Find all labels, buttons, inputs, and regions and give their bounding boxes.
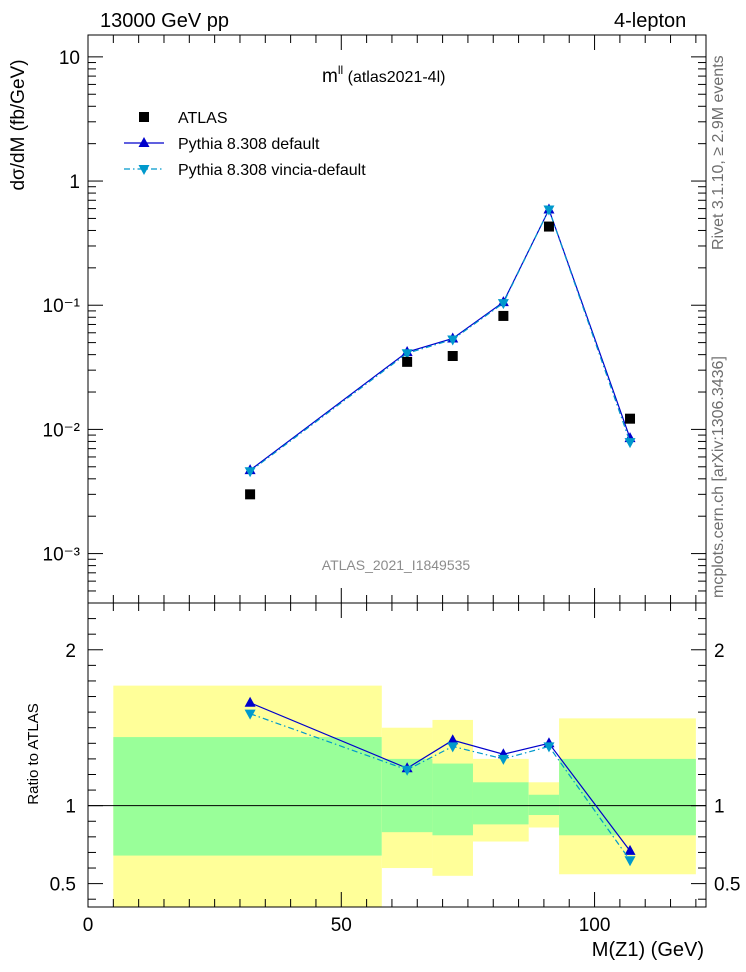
ratio-vincia-point [447,742,459,753]
ratio-default-point [244,696,256,707]
x-tick-label: 0 [83,915,94,936]
ratio-frame [87,602,707,908]
main-vincia-point [401,349,413,360]
ratio-vincia-point [543,742,555,753]
ratio-panel: 0 50 100 0.5 0.5 1 1 2 2 Ratio to ATLAS M(Z1) (GeV… [25,602,740,961]
ratio-y-tick-label-right: 2 [714,641,725,662]
main-vincia-point [543,205,555,216]
ratio-vincia-point [401,765,413,776]
ratio-default-line [249,702,631,852]
data-point [402,356,413,367]
y-tick-label: 10⁻³ [43,545,81,566]
beam-label: 13000 GeV pp [100,10,229,32]
x-tick-label: 50 [331,915,352,936]
ratio-default-point [447,734,459,745]
ratio-vincia-point [497,754,509,765]
uncertainty-band-inner [432,763,473,836]
ratio-y-tick-label-right: 0.5 [714,875,740,896]
analysis-watermark: ATLAS_2021_I1849535 [322,557,471,573]
legend-label-data: ATLAS [178,110,228,127]
process-label: 4-lepton [614,10,687,32]
main-vincia-line [249,207,631,472]
rivet-label: Rivet 3.1.10, ≥ 2.9M events [710,55,727,250]
main-panel: 10 1 10⁻¹ 10⁻² 10⁻³ dσ/dM (fb/GeV) mll (atlas2… [8,34,707,604]
legend: ATLAS Pythia 8.308 default Pythia 8.308 vi… [124,110,366,179]
y-tick-label: 10⁻² [43,420,81,441]
main-vincia-point [244,467,256,478]
main-vincia-point [624,438,636,449]
y-tick-label: 10⁻¹ [43,296,81,317]
ratio-y-tick-label: 2 [65,641,76,662]
legend-marker-data [139,112,149,122]
ratio-y-tick-label: 0.5 [50,875,76,896]
legend-marker-vincia [138,165,150,175]
data-point [245,489,256,500]
ratio-y-tick-label-right: 1 [714,797,725,818]
main-vincia-point [497,299,509,310]
uncertainty-band-inner [559,758,696,836]
ratio-y-tick-label: 1 [65,797,76,818]
y-tick-label: 1 [69,172,80,193]
legend-label-default: Pythia 8.308 default [178,136,320,153]
data-point [543,221,554,232]
ratio-default-point [624,844,636,855]
data-point [447,351,458,362]
uncertainty-band-inner [528,794,560,816]
y-axis-label: dσ/dM (fb/GeV) [8,59,29,190]
main-vincia-point [447,335,459,346]
y-tick-label: 10 [59,48,80,69]
mcplots-label: mcplots.cern.ch [arXiv:1306.3436] [710,356,727,598]
legend-marker-default [138,137,150,147]
legend-label-vincia: Pythia 8.308 vincia-default [178,162,366,179]
x-axis-label: M(Z1) (GeV) [592,939,704,961]
uncertainty-band-inner [472,782,529,825]
data-point [625,413,636,424]
ratio-vincia-line [249,713,631,861]
x-tick-label: 100 [579,915,611,936]
uncertainty-band-inner [113,737,382,856]
ratio-vincia-point [624,856,636,867]
main-default-line [249,207,631,471]
ratio-vincia-point [244,709,256,720]
data-point [498,310,509,321]
ratio-axis-label: Ratio to ATLAS [25,703,42,804]
plot-title: mll (atlas2021-4l) [322,63,445,87]
